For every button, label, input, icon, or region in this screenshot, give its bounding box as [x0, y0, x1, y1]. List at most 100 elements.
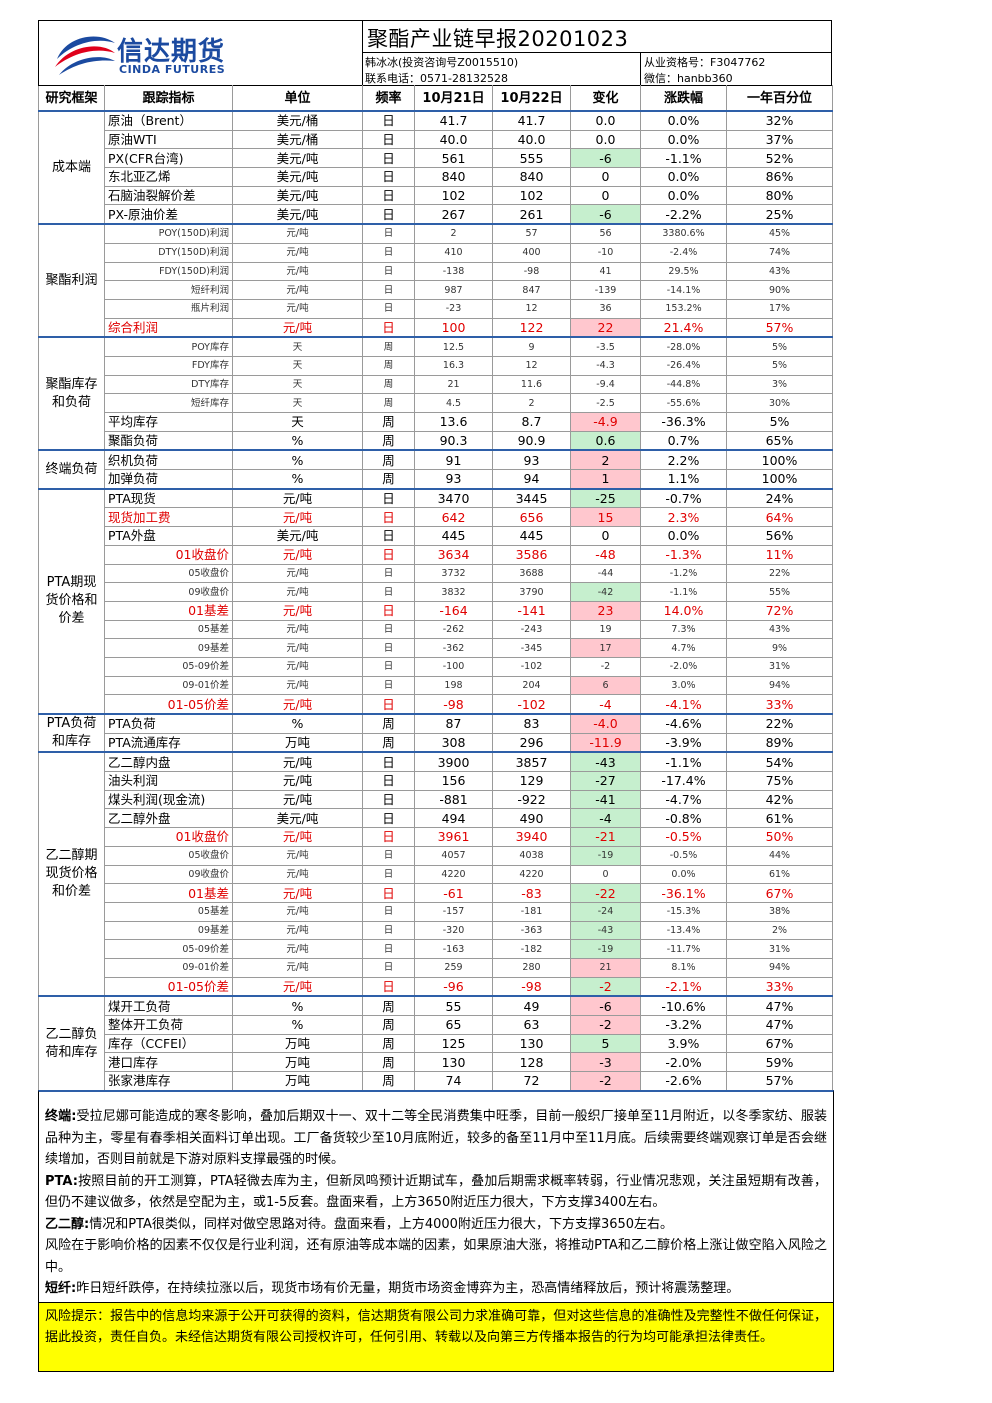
value-oct22: 41.7 — [492, 110, 571, 131]
value-oct21: -100 — [414, 656, 493, 677]
value-oct21: 3470 — [414, 487, 493, 509]
indicator: 短纤利润 — [104, 280, 233, 300]
indicator: 05收盘价 — [104, 563, 233, 584]
percentile: 3% — [726, 374, 833, 395]
value-oct22: 49 — [492, 995, 571, 1017]
table-row: PTA期现 货价格和 价差 PTA现货 元/吨日 3470 3445 -25 -0.7% 24% — [38, 487, 833, 715]
change-pct: 0.0% — [640, 526, 727, 546]
value-oct22: 9 — [492, 336, 571, 357]
table-row: 加弹负荷% 周 93 94 1 1.1% 100% — [39, 469, 833, 490]
change-pct: -36.3% — [640, 412, 727, 432]
value-oct22: 490 — [492, 808, 571, 829]
indicator: 原油（Brent） — [104, 110, 233, 131]
license: 从业资格号：F3047762 — [644, 56, 766, 69]
change-pct: -28.0% — [640, 336, 727, 357]
change: -10 — [570, 242, 641, 263]
percentile: 47% — [726, 995, 833, 1017]
table-row: 港口库存 万吨周 130 128 -3 -2.0% 59% — [39, 1052, 833, 1073]
value-oct21: 3634 — [414, 544, 493, 565]
indicator: 东北亚乙烯 — [104, 167, 233, 187]
table-row: 聚酯库存 和负荷 POY库存天周 12.5 9 -3.5 -28.0% 5% — [38, 336, 833, 451]
frequency: 周 — [362, 1052, 415, 1073]
change-pct: -1.3% — [640, 544, 727, 565]
unit: 元/吨 — [232, 223, 363, 244]
frequency: 日 — [362, 789, 415, 810]
table-row: 现货加工费 元/吨日 642 656 15 2.3% 64% — [39, 507, 833, 528]
unit: 天 — [232, 412, 363, 432]
indicator: 织机负荷 — [104, 449, 233, 471]
column-header: 10月21日 — [414, 85, 493, 112]
change: 56 — [570, 223, 641, 244]
frequency: 日 — [362, 563, 415, 584]
change: -27 — [570, 771, 641, 791]
value-oct21: 3832 — [414, 582, 493, 602]
note-label: 乙二醇: — [45, 1216, 90, 1232]
table-row: 东北亚乙烯 美元/吨日 840 840 0 0.0% 86% — [39, 167, 833, 187]
value-oct21: -881 — [414, 789, 493, 810]
change: -48 — [570, 544, 641, 565]
change: -11.9 — [570, 732, 641, 753]
table-row: DTY(150D)利润 元/吨日 410 400 -10 -2.4% 74% — [39, 242, 833, 263]
indicator: 加弹负荷 — [104, 469, 233, 490]
change: -6 — [570, 148, 641, 169]
value-oct21: 102 — [414, 185, 493, 206]
value-oct21: 2 — [414, 223, 493, 244]
change: -22 — [570, 883, 641, 903]
percentile: 52% — [726, 148, 833, 169]
change: -3 — [570, 1052, 641, 1073]
change-pct: -13.4% — [640, 920, 727, 941]
value-oct22: 90.9 — [492, 430, 571, 451]
value-oct21: 308 — [414, 732, 493, 753]
table-row: 01收盘价 元/吨日 3634 3586 -48 -1.3% 11% — [39, 544, 833, 565]
change-pct: -1.1% — [640, 148, 727, 169]
indicator: 聚酯负荷 — [104, 430, 233, 451]
table-row: 05收盘价 元/吨日 4057 4038 -19 -0.5% 44% — [39, 845, 833, 866]
indicator: 09基差 — [104, 638, 233, 658]
indicator: 01基差 — [104, 600, 233, 621]
value-oct22: 93 — [492, 449, 571, 471]
table-row: 聚酯利润 POY(150D)利润 元/吨日 2 57 56 3380.6% 45% — [38, 223, 833, 338]
frequency: 日 — [362, 110, 415, 131]
group-label-line: 乙二醇负 — [45, 1026, 98, 1042]
change: 17 — [570, 638, 641, 658]
percentile: 2% — [726, 920, 833, 941]
change-pct: -14.1% — [640, 280, 727, 300]
unit: 元/吨 — [232, 656, 363, 677]
percentile: 33% — [726, 976, 833, 997]
change-pct: -36.1% — [640, 883, 727, 903]
frequency: 日 — [362, 317, 415, 338]
change: -44 — [570, 563, 641, 584]
unit: 元/吨 — [232, 751, 363, 773]
group-label-line: 和价差 — [51, 884, 91, 900]
table-row: FDY库存天周 16.3 12 -4.3 -26.4% 5% — [39, 355, 833, 376]
percentile: 100% — [726, 469, 833, 490]
unit: 元/吨 — [232, 883, 363, 903]
unit: 元/吨 — [232, 619, 363, 640]
value-oct21: 4057 — [414, 845, 493, 866]
percentile: 54% — [726, 751, 833, 773]
value-oct21: 3900 — [414, 751, 493, 773]
value-oct21: 125 — [414, 1033, 493, 1054]
value-oct21: -362 — [414, 638, 493, 658]
indicator: 09基差 — [104, 920, 233, 941]
unit: 元/吨 — [232, 242, 363, 263]
value-oct21: -262 — [414, 619, 493, 640]
table-row: 01基差 元/吨日 -61 -83 -22 -36.1% 67% — [39, 883, 833, 903]
value-oct21: 561 — [414, 148, 493, 169]
value-oct22: 8.7 — [492, 412, 571, 432]
change: -25 — [570, 487, 641, 509]
change: 22 — [570, 317, 641, 338]
table-row: 01收盘价 元/吨日 3961 3940 -21 -0.5% 50% — [39, 827, 833, 847]
value-oct21: 74 — [414, 1071, 493, 1091]
note-text: 按照目前的开工测算，PTA轻微去库为主，但新凤鸣预计近期试车，叠加后期需求概率转… — [45, 1173, 827, 1211]
frequency: 日 — [362, 167, 415, 187]
value-oct22: 400 — [492, 242, 571, 263]
value-oct21: 100 — [414, 317, 493, 338]
table-row: 短纤利润 元/吨日 987 847 -139 -14.1% 90% — [39, 280, 833, 300]
table-row: 整体开工负荷% 周 65 63 -2 -3.2% 47% — [39, 1015, 833, 1035]
value-oct22: 72 — [492, 1071, 571, 1091]
frequency: 日 — [362, 507, 415, 528]
data-table: 研究框架 跟踪指标 单位 频率 10月21日 10月22日 变化 涨跌幅 一年百分位 成本端 原油… — [38, 85, 833, 1091]
column-header: 一年百分位 — [726, 85, 833, 112]
percentile: 22% — [726, 563, 833, 584]
